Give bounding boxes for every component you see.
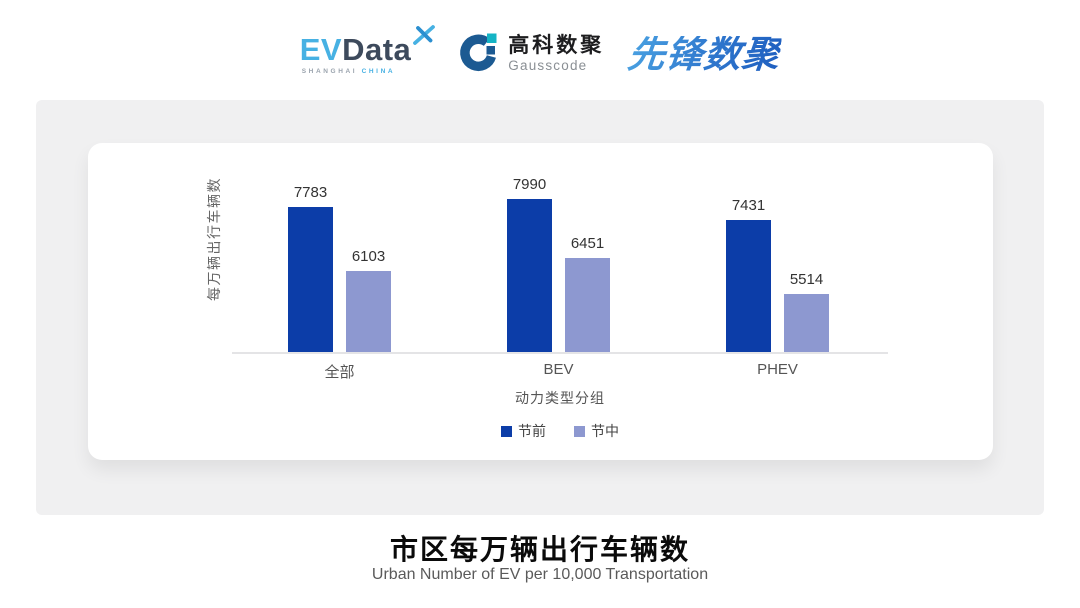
- legend-swatch-mid-icon: [574, 425, 585, 437]
- chart-card: 每万辆出行车辆数 7783 6103 全部 7990 6451 BEV 7431 5514 PH…: [88, 143, 993, 460]
- evdata-logo: EV Data SHANGHAI CHINA: [299, 24, 436, 75]
- bar: [288, 207, 333, 352]
- bar-value-label: 6451: [570, 235, 605, 252]
- legend-label-mid: 节中: [591, 423, 619, 439]
- evdata-ev-text: EV: [299, 31, 343, 67]
- bar-value-label: 6103: [351, 248, 386, 265]
- x-axis-line: [232, 352, 888, 354]
- gausscode-en-text: Gausscode: [508, 57, 588, 73]
- bar: [565, 258, 610, 352]
- bar: [726, 220, 771, 352]
- bar: [784, 294, 829, 352]
- evdata-shanghai-text: SHANGHAI: [301, 67, 358, 75]
- legend: 节前 节中: [232, 421, 888, 441]
- bar-value-label: 7783: [293, 184, 328, 201]
- xianfeng-logo: 先锋数聚: [626, 33, 783, 75]
- header: EV Data SHANGHAI CHINA 高科数聚 Gausscode: [0, 10, 1080, 98]
- category-label: 全部: [324, 364, 355, 381]
- bar-value-label: 5514: [789, 271, 824, 288]
- category-label: BEV: [543, 361, 574, 378]
- chart-subtitle: Urban Number of EV per 10,000 Transporta…: [371, 566, 709, 583]
- evdata-tagline: SHANGHAI CHINA: [300, 68, 395, 75]
- bar-value-label: 7431: [731, 197, 766, 214]
- legend-swatch-pre-icon: [501, 425, 512, 437]
- bar: [507, 199, 552, 352]
- plot-area: 7783 6103 全部 7990 6451 BEV 7431 5514 PHEV: [88, 143, 993, 460]
- evdata-wordmark: EV Data: [299, 24, 436, 67]
- gausscode-cn-text: 高科数聚: [508, 33, 605, 57]
- evdata-x-icon: [412, 21, 436, 52]
- gausscode-text: 高科数聚 Gausscode: [508, 33, 605, 73]
- evdata-china-text: CHINA: [361, 67, 396, 75]
- evdata-data-text: Data: [342, 31, 412, 67]
- gausscode-g-icon: [457, 30, 501, 79]
- legend-item-mid: 节中: [574, 421, 619, 441]
- x-axis-title: 动力类型分组: [515, 390, 605, 406]
- chart-title: 市区每万辆出行车辆数: [389, 534, 690, 565]
- chart-panel: 每万辆出行车辆数 7783 6103 全部 7990 6451 BEV 7431 5514 PH…: [36, 100, 1044, 515]
- bar: [346, 271, 391, 352]
- category-label: PHEV: [757, 361, 798, 378]
- legend-label-pre: 节前: [518, 423, 546, 439]
- bar-value-label: 7990: [512, 176, 547, 193]
- gausscode-logo: 高科数聚 Gausscode: [457, 30, 604, 79]
- legend-item-pre: 节前: [501, 421, 546, 441]
